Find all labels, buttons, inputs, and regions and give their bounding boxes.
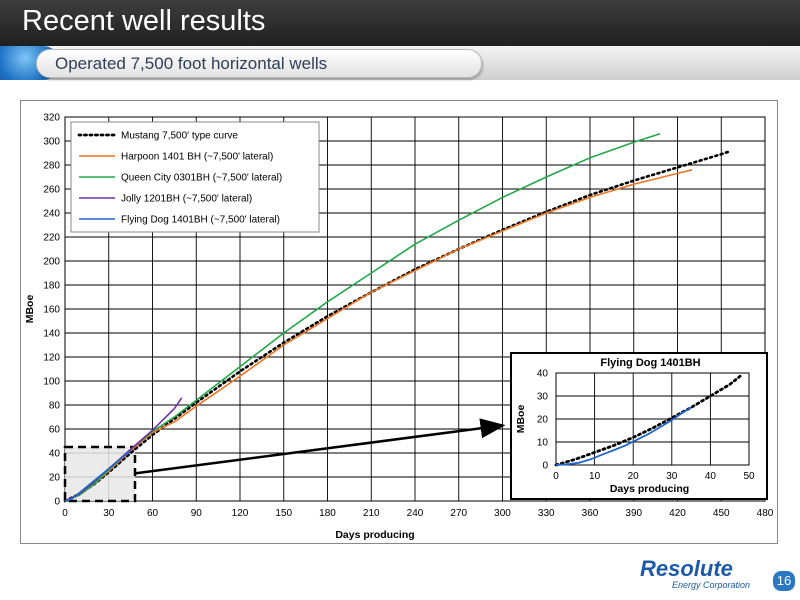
y-tick-label: 260 — [43, 185, 60, 196]
series-line-1 — [64, 169, 693, 502]
slide-subtitle: Operated 7,500 foot horizontal wells — [55, 54, 328, 73]
inset-x-tick-label: 10 — [589, 471, 601, 482]
series-line-2 — [64, 133, 661, 502]
x-tick-label: 360 — [582, 508, 599, 519]
y-tick-label: 320 — [43, 113, 60, 124]
page-number: 16 — [773, 571, 795, 591]
inset-x-tick-label: 40 — [705, 471, 717, 482]
inset-y-tick-label: 30 — [537, 392, 549, 403]
x-tick-label: 270 — [450, 508, 467, 519]
inset-x-tick-label: 20 — [628, 471, 640, 482]
y-tick-label: 140 — [43, 329, 60, 340]
y-tick-label: 20 — [49, 473, 61, 484]
y-axis-label: MBoe — [24, 295, 36, 324]
x-tick-label: 0 — [62, 508, 68, 519]
series-line-0 — [63, 150, 730, 503]
y-tick-label: 40 — [49, 449, 61, 460]
production-chart: 0 30 60 90 120 150 180 210 240 270 300 330 360 390 420… — [24, 113, 774, 542]
chart-frame: 0 30 60 90 120 150 180 210 240 270 300 330 360 390 420… — [20, 100, 778, 544]
legend-label-0: Mustang 7,500' type curve — [121, 131, 238, 142]
inset-y-tick-label: 20 — [537, 415, 549, 426]
legend-label-2: Queen City 0301BH (~7,500' lateral) — [121, 173, 282, 184]
x-tick-label: 480 — [757, 508, 774, 519]
x-tick-label: 210 — [363, 508, 380, 519]
inset-y-tick-label: 0 — [542, 461, 548, 472]
y-tick-label: 100 — [43, 377, 60, 388]
y-tick-label: 180 — [43, 281, 60, 292]
x-tick-label: 60 — [147, 508, 159, 519]
inset-series-line-1 — [555, 406, 692, 466]
inset-series-line-0 — [554, 373, 743, 467]
x-tick-label: 240 — [407, 508, 424, 519]
y-tick-label: 300 — [43, 137, 60, 148]
y-tick-label: 240 — [43, 209, 60, 220]
zoom-arrow — [134, 418, 506, 475]
inset-chart: Flying Dog 1401BH 0 10 20 30 40 50 0 10 20 30 40 Day… — [510, 352, 768, 500]
x-tick-label: 420 — [669, 508, 686, 519]
inset-x-tick-label: 30 — [666, 471, 678, 482]
x-axis-label: Days producing — [335, 529, 414, 541]
company-logo: Resolute Energy Corporation — [640, 556, 770, 596]
legend: Mustang 7,500' type curve Harpoon 1401 BH… — [70, 121, 320, 233]
y-tick-label: 120 — [43, 353, 60, 364]
legend-label-4: Flying Dog 1401BH (~7,500' lateral) — [121, 215, 280, 226]
inset-title: Flying Dog 1401BH — [600, 357, 700, 369]
x-tick-label: 330 — [538, 508, 555, 519]
y-tick-label: 280 — [43, 161, 60, 172]
inset-x-tick-label: 50 — [743, 471, 755, 482]
y-tick-label: 60 — [49, 425, 61, 436]
inset-y-axis-label: MBoe — [515, 405, 527, 434]
x-tick-label: 450 — [713, 508, 730, 519]
x-tick-label: 120 — [232, 508, 249, 519]
x-tick-label: 90 — [191, 508, 203, 519]
subtitle-box: Operated 7,500 foot horizontal wells — [36, 49, 482, 78]
x-tick-label: 30 — [103, 508, 115, 519]
x-tick-label: 390 — [625, 508, 642, 519]
legend-label-1: Harpoon 1401 BH (~7,500' lateral) — [121, 152, 273, 163]
slide-title: Recent well results — [22, 5, 266, 37]
inset-x-axis-label: Days producing — [610, 483, 689, 495]
y-tick-label: 160 — [43, 305, 60, 316]
logo-name: Resolute — [640, 556, 733, 581]
inset-y-tick-label: 10 — [537, 438, 549, 449]
series-line-4 — [64, 449, 132, 502]
x-tick-label: 150 — [275, 508, 292, 519]
subtitle-bar: Operated 7,500 foot horizontal wells — [0, 46, 800, 80]
y-tick-label: 0 — [54, 497, 60, 508]
slide-header: Recent well results — [0, 0, 800, 48]
legend-label-3: Jolly 1201BH (~7,500' lateral) — [121, 194, 252, 205]
y-tick-label: 80 — [49, 401, 61, 412]
inset-x-tick-label: 0 — [553, 471, 559, 482]
inset-y-tick-label: 40 — [537, 369, 549, 380]
logo-tagline: Energy Corporation — [672, 580, 751, 590]
y-tick-label: 200 — [43, 257, 60, 268]
x-tick-label: 300 — [494, 508, 511, 519]
x-tick-label: 180 — [319, 508, 336, 519]
y-tick-label: 220 — [43, 233, 60, 244]
